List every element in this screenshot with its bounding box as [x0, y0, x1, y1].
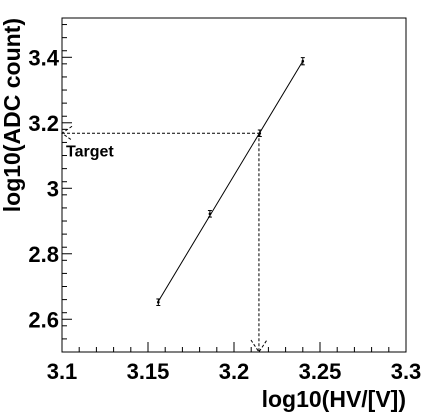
x-tick-label: 3.25	[299, 359, 342, 384]
plot-frame-layer	[61, 17, 407, 353]
x-tick-label: 3.1	[47, 359, 78, 384]
y-tick-label: 2.8	[28, 242, 59, 267]
y-axis-title: log10(ADC count)	[0, 18, 25, 212]
target-guide-layer	[61, 125, 268, 353]
x-tick-label: 3.15	[127, 359, 170, 384]
target-left-arrowhead	[61, 125, 73, 141]
fit-line-layer	[157, 60, 304, 302]
data-point	[208, 212, 212, 216]
x-tick-label: 3.2	[219, 359, 250, 384]
data-point	[301, 59, 305, 63]
labels-layer: 3.1 3.15 3.2 3.25 3.3 2.6 2.8 3 3.2 3.4 log10(HV/[…	[0, 18, 421, 412]
data-point	[157, 300, 160, 304]
fit-line	[157, 60, 304, 302]
y-tick-label: 3.2	[28, 111, 59, 136]
plot-frame	[61, 17, 407, 353]
data-point	[258, 131, 262, 135]
y-tick-label: 3.4	[28, 45, 59, 70]
y-tick-label: 2.6	[28, 307, 59, 332]
ticks-layer	[61, 24, 407, 353]
x-tick-label: 3.3	[391, 359, 422, 384]
target-label: Target	[66, 143, 114, 160]
data-points-layer	[156, 57, 305, 307]
x-axis-title: log10(HV/[V])	[262, 386, 406, 412]
y-tick-label: 3	[47, 176, 59, 201]
